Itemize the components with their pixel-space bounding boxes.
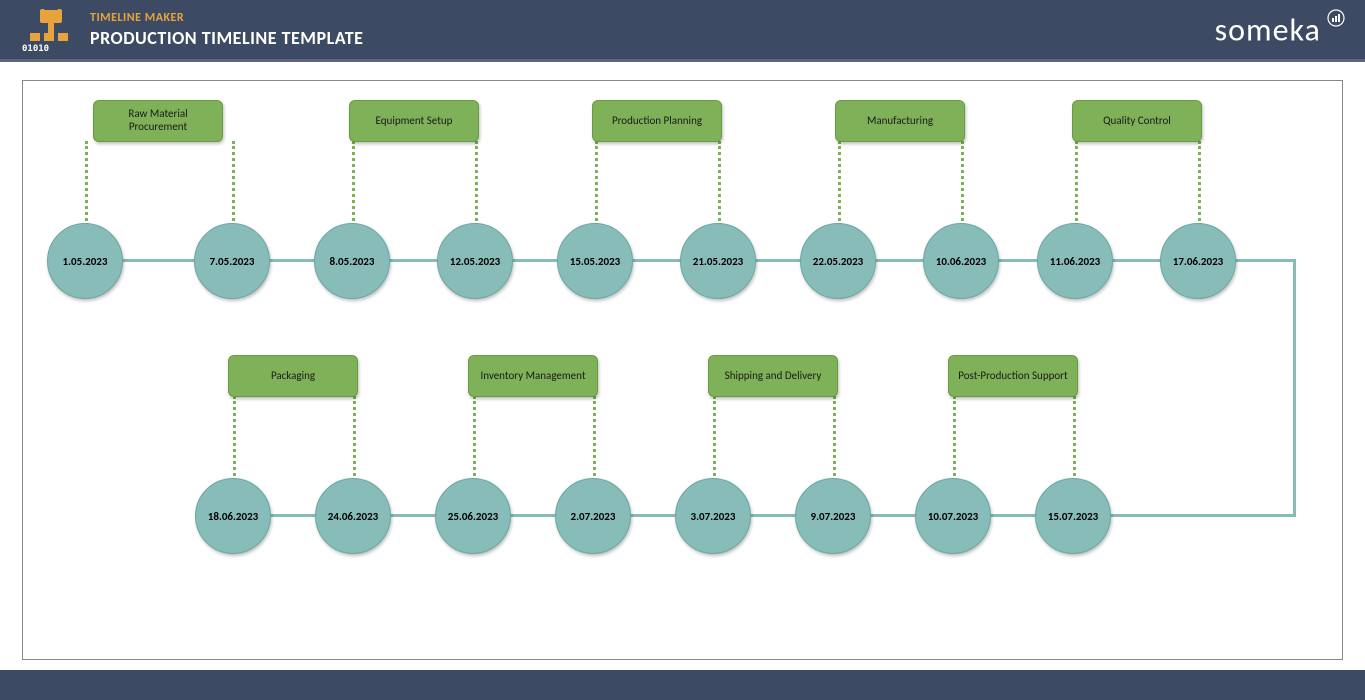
connector-line <box>475 141 478 226</box>
canvas-wrap: Raw Material Procurement 1.05.2023 7.05.20… <box>0 62 1365 660</box>
task-label: Packaging <box>228 355 358 397</box>
timeline-node: 15.07.2023 <box>1035 478 1111 554</box>
connector-line <box>838 141 841 226</box>
timeline-node: 25.06.2023 <box>435 478 511 554</box>
timeline-canvas: Raw Material Procurement 1.05.2023 7.05.20… <box>22 80 1343 660</box>
header-subtitle: TIMELINE MAKER <box>90 11 1215 25</box>
connector-line <box>718 141 721 226</box>
timeline-node: 1.05.2023 <box>47 223 123 299</box>
timeline-node: 9.07.2023 <box>795 478 871 554</box>
timeline-node: 7.05.2023 <box>194 223 270 299</box>
connector-line <box>1073 396 1076 481</box>
timeline-node: 11.06.2023 <box>1037 223 1113 299</box>
connector-line <box>85 141 88 226</box>
app-logo-icon: 01010 <box>10 5 80 55</box>
header-title: PRODUCTION TIMELINE TEMPLATE <box>90 27 1215 49</box>
task-label: Shipping and Delivery <box>708 355 838 397</box>
connector-line <box>352 141 355 226</box>
connector-line <box>595 141 598 226</box>
connector-line <box>953 396 956 481</box>
connector-line <box>353 396 356 481</box>
connector-line <box>593 396 596 481</box>
timeline-node: 12.05.2023 <box>437 223 513 299</box>
timeline-node: 15.05.2023 <box>557 223 633 299</box>
timeline-node: 17.06.2023 <box>1160 223 1236 299</box>
timeline-node: 10.06.2023 <box>923 223 999 299</box>
task-label: Quality Control <box>1072 100 1202 142</box>
timeline-node: 3.07.2023 <box>675 478 751 554</box>
connector-line <box>1075 141 1078 226</box>
task-label: Inventory Management <box>468 355 598 397</box>
connector-line <box>473 396 476 481</box>
svg-text:01010: 01010 <box>22 44 49 54</box>
task-label: Production Planning <box>592 100 722 142</box>
timeline-node: 24.06.2023 <box>315 478 391 554</box>
task-label: Manufacturing <box>835 100 965 142</box>
connector-line <box>833 396 836 481</box>
timeline-node: 2.07.2023 <box>555 478 631 554</box>
header-titles: TIMELINE MAKER PRODUCTION TIMELINE TEMPL… <box>90 11 1215 49</box>
task-label: Raw Material Procurement <box>93 100 223 142</box>
task-label: Post-Production Support <box>948 355 1078 397</box>
timeline-node: 21.05.2023 <box>680 223 756 299</box>
connector-line <box>1198 141 1201 226</box>
brand-text: someka <box>1215 9 1345 50</box>
task-label: Equipment Setup <box>349 100 479 142</box>
timeline-line <box>1293 259 1296 517</box>
connector-line <box>713 396 716 481</box>
timeline-node: 22.05.2023 <box>800 223 876 299</box>
connector-line <box>233 396 236 481</box>
footer-bar <box>0 670 1365 700</box>
connector-line <box>961 141 964 226</box>
timeline-node: 10.07.2023 <box>915 478 991 554</box>
connector-line <box>232 141 235 226</box>
timeline-node: 8.05.2023 <box>314 223 390 299</box>
timeline-node: 18.06.2023 <box>195 478 271 554</box>
brand-chart-icon <box>1321 16 1345 33</box>
header: 01010 TIMELINE MAKER PRODUCTION TIMELINE… <box>0 0 1365 62</box>
